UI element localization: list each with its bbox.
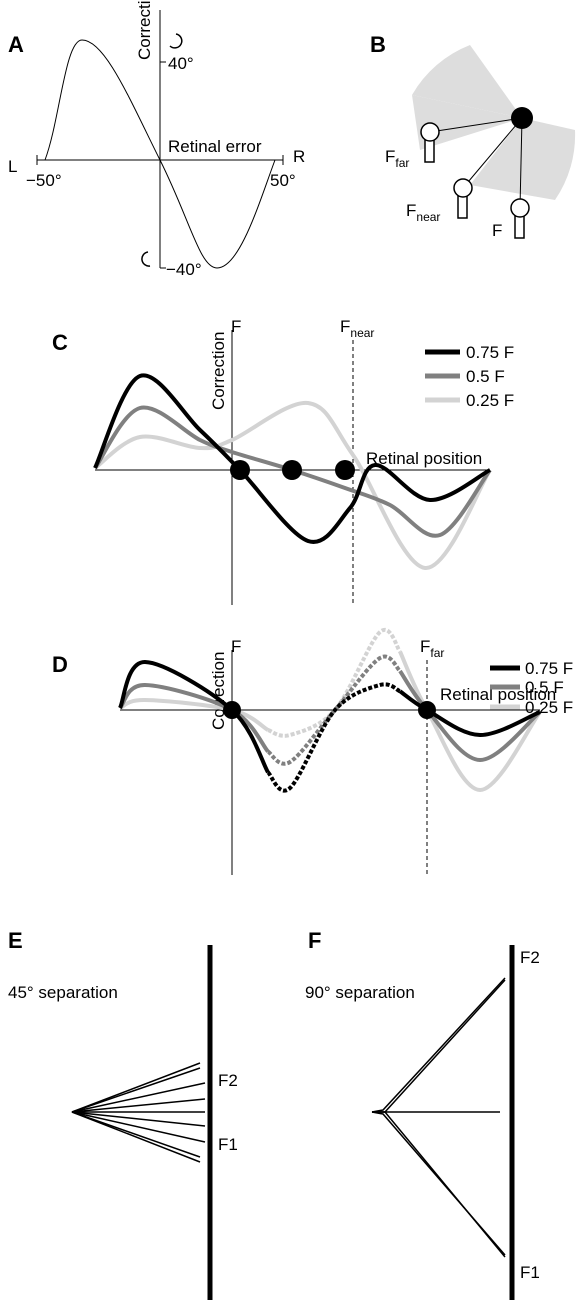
trajectories xyxy=(371,977,506,1258)
left-label: L xyxy=(8,157,17,176)
x-axis-label: Retinal error xyxy=(168,137,262,156)
marker-label: Fnear xyxy=(340,317,374,340)
caption: 90° separation xyxy=(305,983,415,1002)
target-label: F xyxy=(492,221,502,240)
panel-label: F xyxy=(308,928,321,953)
curve xyxy=(118,682,270,753)
x-tick-label: 50° xyxy=(270,171,296,190)
legend-label: 0.5 F xyxy=(466,367,505,386)
y-tick-label: 40° xyxy=(168,54,194,73)
target-label: F1 xyxy=(520,1263,540,1282)
target xyxy=(511,107,533,129)
label-sub: near xyxy=(416,210,440,224)
label-base: F xyxy=(420,637,430,656)
marker-label: Ffar xyxy=(420,637,444,660)
x-axis-label: Retinal position xyxy=(366,449,482,468)
equilibrium xyxy=(418,701,436,719)
equilibrium xyxy=(282,460,302,480)
label-sub: far xyxy=(395,156,409,170)
curve xyxy=(44,39,276,269)
y-axis-label: Correction xyxy=(209,652,228,730)
curve xyxy=(93,373,491,544)
curve xyxy=(398,669,542,763)
marker-label: F xyxy=(231,637,241,656)
curve xyxy=(93,400,492,570)
rotation-icon xyxy=(141,251,151,267)
caption: 45° separation xyxy=(8,983,118,1002)
curve xyxy=(266,654,402,766)
panel-label: E xyxy=(8,928,23,953)
legend-label: 0.25 F xyxy=(525,698,573,717)
equilibrium xyxy=(230,460,250,480)
target-label: F2 xyxy=(218,1071,238,1090)
target-label: F2 xyxy=(520,948,540,967)
panel-label: B xyxy=(370,32,386,57)
curves xyxy=(118,627,542,793)
y-axis-label: Correction xyxy=(135,0,154,60)
label-sub: far xyxy=(430,646,444,660)
legend-label: 0.75 F xyxy=(466,343,514,362)
curve xyxy=(398,689,541,738)
x-axis-label: Retinal position xyxy=(440,685,556,704)
field xyxy=(412,95,522,150)
label-base: F xyxy=(340,317,350,336)
link xyxy=(429,117,523,133)
rotation-icon xyxy=(169,33,183,49)
equilibrium xyxy=(223,701,241,719)
field xyxy=(412,45,522,118)
legend-label: 0.25 F xyxy=(466,391,514,410)
label-base: F xyxy=(385,147,395,166)
target-label: Ffar xyxy=(385,147,409,170)
eyes xyxy=(420,122,530,239)
panel-label: A xyxy=(8,32,24,57)
curve xyxy=(118,659,270,774)
legend-label: 0.75 F xyxy=(525,659,573,678)
label-sub: near xyxy=(350,326,374,340)
y-tick-label: −40° xyxy=(166,260,202,279)
equilibrium xyxy=(335,460,355,480)
link xyxy=(519,117,523,209)
legend-label: 0.5 F xyxy=(525,678,564,697)
marker-label: F xyxy=(231,317,241,336)
curve xyxy=(267,627,402,738)
curve xyxy=(266,682,401,793)
target-label: F1 xyxy=(218,1135,238,1154)
panel-label: C xyxy=(52,330,68,355)
right-label: R xyxy=(293,147,305,166)
y-axis-label: Correction xyxy=(209,332,228,410)
field xyxy=(470,118,576,200)
panel-label: D xyxy=(52,652,68,677)
curve xyxy=(398,650,542,793)
target-label: Fnear xyxy=(406,201,440,224)
link xyxy=(462,117,523,189)
curve xyxy=(119,697,270,732)
trajectories xyxy=(71,1062,206,1163)
label-base: F xyxy=(406,201,416,220)
x-tick-label: −50° xyxy=(26,171,62,190)
